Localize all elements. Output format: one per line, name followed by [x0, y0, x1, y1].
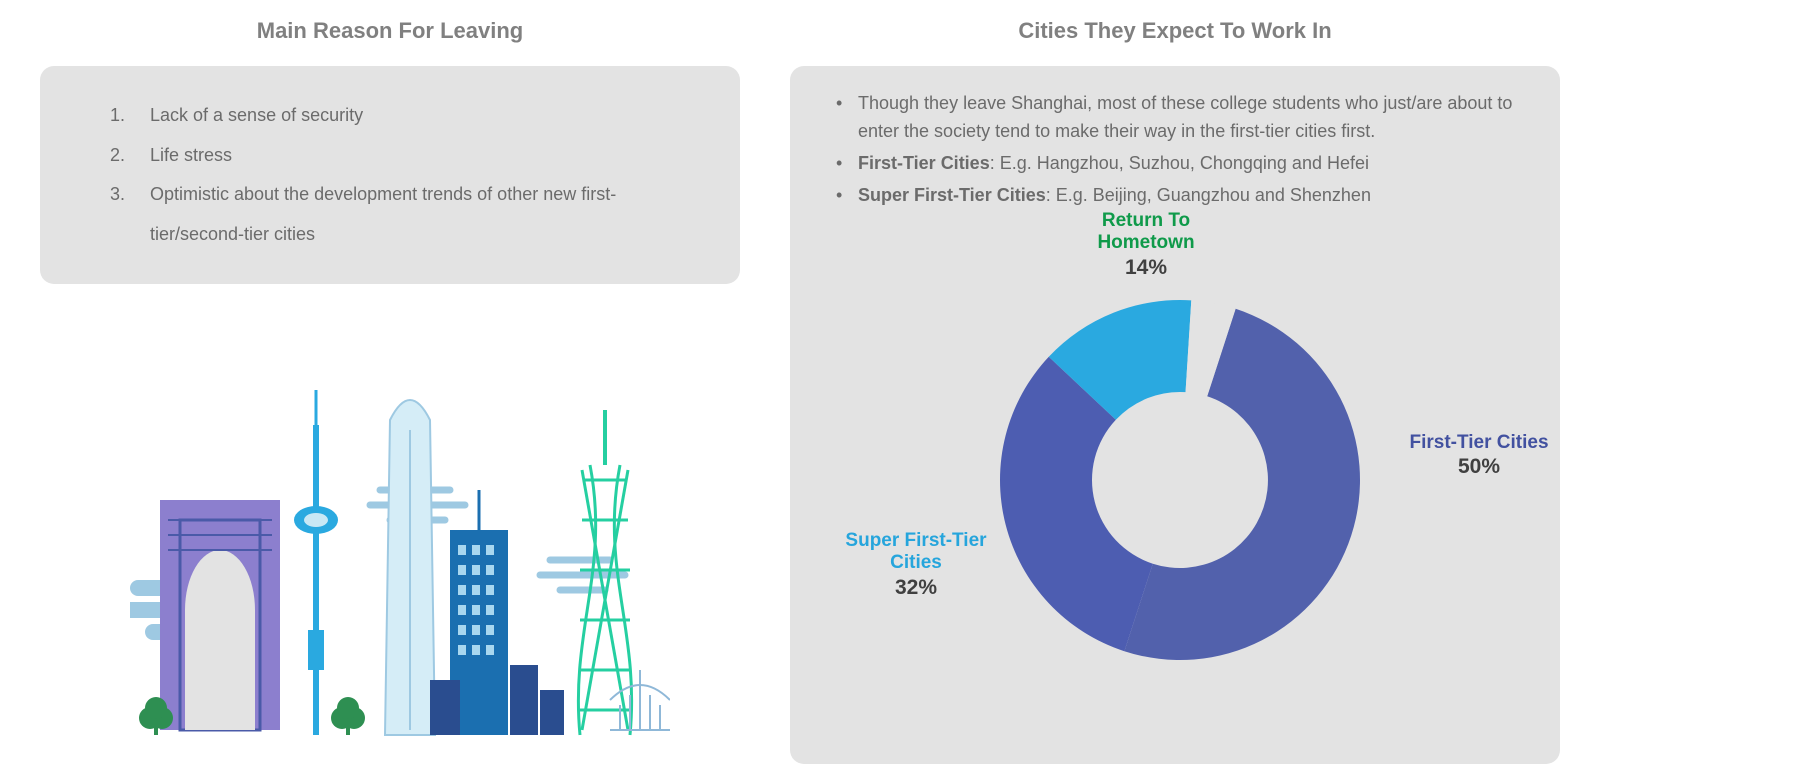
cityscape-illustration	[130, 370, 670, 740]
list-item: Super First-Tier Cities: E.g. Beijing, G…	[836, 182, 1524, 210]
list-item: Optimistic about the development trends …	[110, 175, 700, 254]
panel-cities: Cities They Expect To Work In Though the…	[790, 0, 1560, 764]
bullets-list: Though they leave Shanghai, most of thes…	[836, 90, 1524, 210]
cities-box: Though they leave Shanghai, most of thes…	[790, 66, 1560, 764]
list-item: Lack of a sense of security	[110, 96, 700, 136]
tree-icon	[331, 697, 365, 735]
donut-svg	[980, 280, 1380, 680]
donut-slice-label: Return To Hometown14%	[1061, 210, 1231, 281]
donut-chart: First-Tier Cities50%Super First-Tier Cit…	[836, 220, 1524, 740]
donut-slice-label: First-Tier Cities50%	[1384, 432, 1574, 480]
list-item: First-Tier Cities: E.g. Hangzhou, Suzhou…	[836, 150, 1524, 178]
donut-slice-label: Super First-Tier Cities32%	[836, 530, 996, 601]
title-right: Cities They Expect To Work In	[790, 0, 1560, 66]
list-item: Life stress	[110, 136, 700, 176]
reasons-list: Lack of a sense of security Life stress …	[110, 96, 700, 254]
tall-tower-icon	[385, 400, 435, 735]
reasons-box: Lack of a sense of security Life stress …	[40, 66, 740, 284]
tv-tower-icon	[294, 390, 338, 735]
title-left: Main Reason For Leaving	[40, 0, 740, 66]
panel-reasons: Main Reason For Leaving Lack of a sense …	[40, 0, 740, 284]
building-arch-icon	[160, 500, 280, 730]
list-item: Though they leave Shanghai, most of thes…	[836, 90, 1524, 146]
